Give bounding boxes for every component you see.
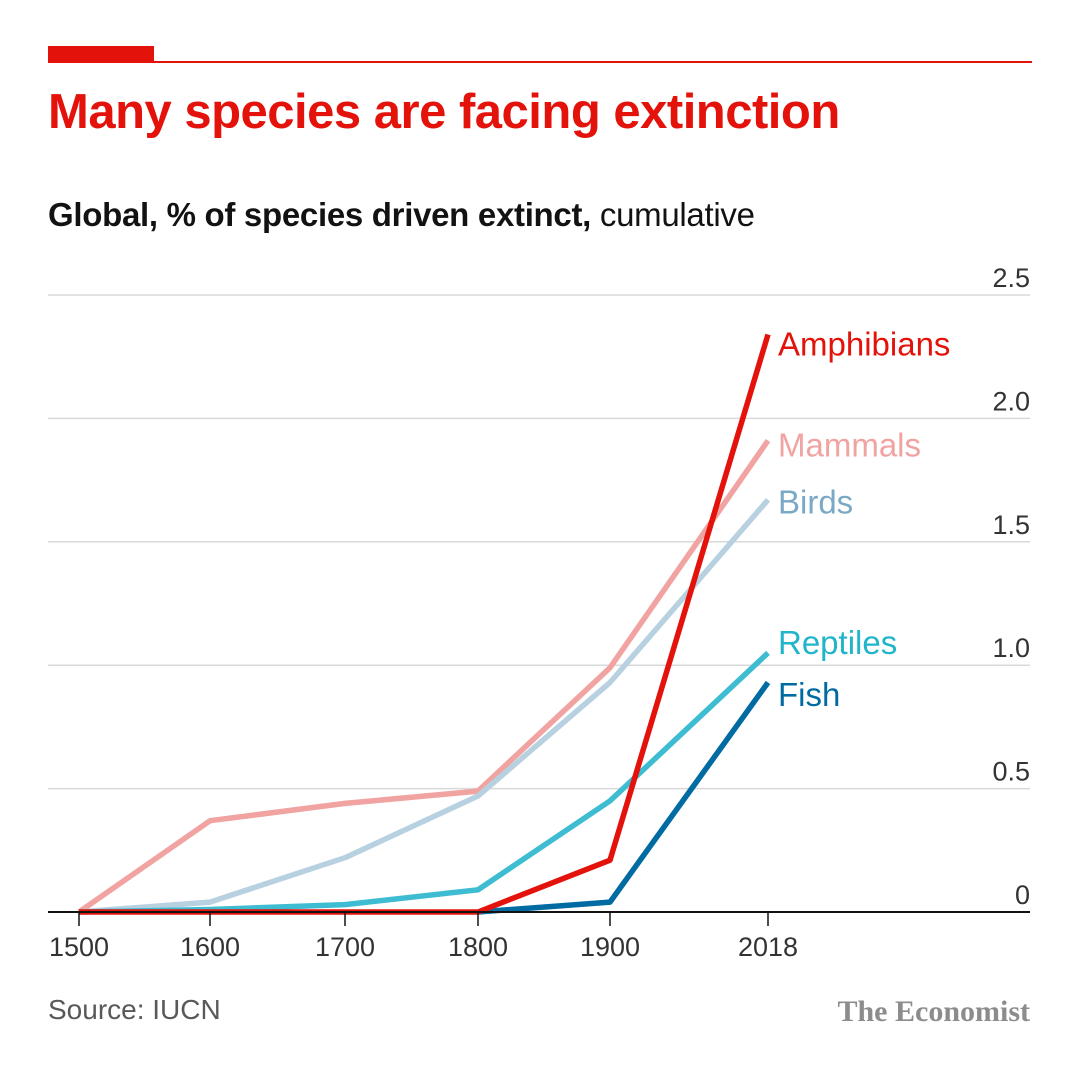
series-lines	[77, 333, 771, 915]
series-label-amphibians: Amphibians	[778, 325, 950, 362]
y-tick-label-0: 0	[1015, 880, 1030, 910]
y-tick-label-0-5: 0.5	[992, 757, 1030, 787]
subtitle-bold: Global, % of species driven extinct,	[48, 196, 592, 233]
x-tick-label-1500: 1500	[49, 932, 109, 962]
series-line-fish	[477, 680, 771, 915]
x-axis-tick-labels: 1500 1600 1700 1800 1900 2018	[49, 912, 798, 962]
economist-logo: The Economist	[837, 995, 1030, 1028]
accent-bar	[48, 46, 154, 62]
x-tick-label-1800: 1800	[448, 932, 508, 962]
series-label-fish: Fish	[778, 676, 840, 713]
y-tick-label-1-0: 1.0	[992, 633, 1030, 663]
subtitle-regular: cumulative	[591, 196, 755, 233]
source-note: Source: IUCN	[48, 994, 221, 1025]
top-rule	[48, 61, 1032, 63]
series-line-birds	[78, 498, 771, 915]
x-tick-label-1600: 1600	[180, 932, 240, 962]
y-tick-label-1-5: 1.5	[992, 510, 1030, 540]
x-tick-label-2018: 2018	[738, 932, 798, 962]
series-label-mammals: Mammals	[778, 427, 921, 464]
gridlines	[48, 294, 1030, 790]
series-label-birds: Birds	[778, 483, 853, 520]
series-labels: Amphibians Mammals Birds Reptiles Fish	[778, 325, 950, 712]
x-tick-label-1900: 1900	[580, 932, 640, 962]
chart-subtitle: Global, % of species driven extinct, cum…	[48, 196, 755, 234]
chart-title: Many species are facing extinction	[48, 85, 840, 139]
series-line-mammals	[77, 439, 771, 915]
x-tick-label-1700: 1700	[315, 932, 375, 962]
y-axis-tick-labels: 0 0.5 1.0 1.5 2.0 2.5	[992, 263, 1030, 910]
y-tick-label-2-5: 2.5	[992, 263, 1030, 293]
series-line-reptiles	[78, 650, 770, 915]
y-tick-label-2-0: 2.0	[992, 386, 1030, 416]
series-label-reptiles: Reptiles	[778, 624, 897, 661]
